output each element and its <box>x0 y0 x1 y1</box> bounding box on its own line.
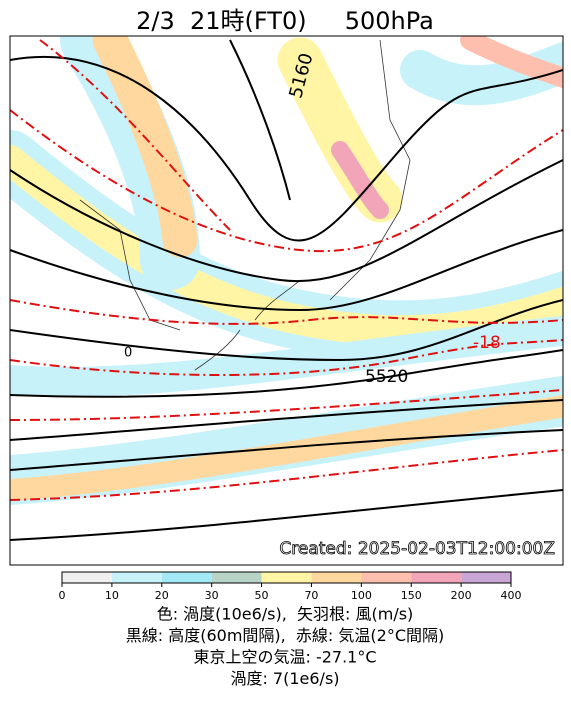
colorbar-tick-label: 10 <box>105 589 119 602</box>
created-stamp: Created: 2025-02-03T12:00:00Z <box>279 539 555 559</box>
colorbar-segment <box>361 572 412 583</box>
colorbar-tick-label: 50 <box>255 589 269 602</box>
map: 5160 5520 -18 0 Created: 2025-02-03T12:0… <box>10 36 563 565</box>
caption-line: 渦度: 7(1e6/s) <box>230 669 339 688</box>
colorbar: 0 10 20 30 50 70 100 150 200 400 <box>59 571 522 602</box>
map-frame <box>9 35 564 566</box>
colorbar-tick-label: 70 <box>304 589 318 602</box>
colorbar-segment <box>161 572 212 583</box>
colorbar-tick-label: 30 <box>205 589 219 602</box>
colorbar-tick-label: 0 <box>59 589 66 602</box>
colorbar-tick-label: 200 <box>451 589 472 602</box>
contour-label: 5520 <box>365 367 408 387</box>
caption: 色: 渦度(10e6/s), 矢羽根: 風(m/s) 黒線: 高度(60m間隔),… <box>126 605 444 689</box>
title: 2/3 21時(FT0) 500hPa <box>136 7 434 35</box>
caption-line: 東京上空の気温: -27.1°C <box>193 648 376 667</box>
colorbar-tick-label: 150 <box>401 589 422 602</box>
colorbar-segment <box>261 572 312 583</box>
colorbar-segment <box>62 572 112 583</box>
colorbar-tick-label: 20 <box>155 589 169 602</box>
colorbar-segment <box>411 572 462 583</box>
contour-label: -18 <box>473 333 501 353</box>
colorbar-tick-label: 400 <box>501 589 522 602</box>
caption-line: 黒線: 高度(60m間隔), 赤線: 気温(2°C間隔) <box>126 626 444 645</box>
contour-label: 0 <box>124 346 132 361</box>
colorbar-segment <box>211 572 262 583</box>
caption-line: 色: 渦度(10e6/s), 矢羽根: 風(m/s) <box>157 605 414 624</box>
colorbar-frame <box>61 571 512 584</box>
colorbar-segment <box>111 572 162 583</box>
colorbar-tick-label: 100 <box>351 589 372 602</box>
colorbar-segment <box>461 572 511 583</box>
colorbar-segment <box>311 572 362 583</box>
